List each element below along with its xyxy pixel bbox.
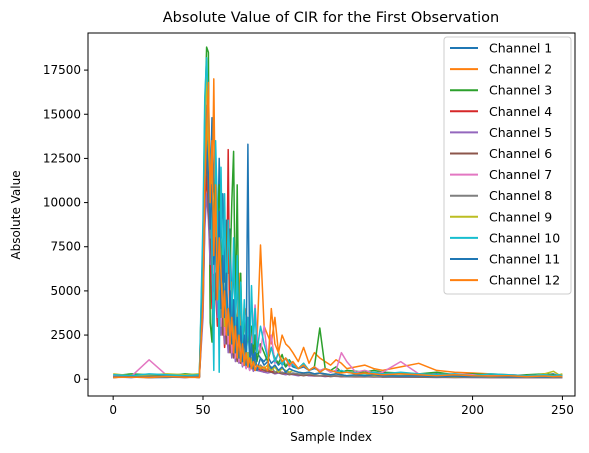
y-tick-label: 12500 (43, 151, 81, 165)
y-tick-label: 15000 (43, 107, 81, 121)
x-tick-label: 200 (461, 403, 484, 417)
legend-label-channel-6: Channel 6 (489, 146, 552, 161)
legend: Channel 1 Channel 2 Channel 3 Channel 4 Chan… (443, 36, 572, 295)
x-tick-label: 0 (109, 403, 117, 417)
y-tick-label: 5000 (50, 284, 81, 298)
x-tick-label: 50 (195, 403, 210, 417)
legend-label-channel-2: Channel 2 (489, 62, 552, 77)
y-tick-label: 0 (73, 372, 81, 386)
y-axis: 0 2500 5000 7500 10000 12500 15000 17500 (43, 63, 88, 386)
x-axis: 0 50 100 150 200 250 (109, 396, 574, 417)
y-tick-label: 10000 (43, 196, 81, 210)
legend-label-channel-5: Channel 5 (489, 125, 552, 140)
legend-label-channel-10: Channel 10 (489, 230, 560, 245)
legend-label-channel-3: Channel 3 (489, 83, 552, 98)
chart-title: Absolute Value of CIR for the First Obse… (163, 10, 499, 26)
series-line-channel-12 (113, 81, 563, 379)
legend-label-channel-7: Channel 7 (489, 167, 552, 182)
x-tick-label: 100 (281, 403, 304, 417)
legend-label-channel-4: Channel 4 (489, 104, 552, 119)
x-tick-label: 250 (551, 403, 574, 417)
legend-box (443, 36, 572, 295)
x-axis-label: Sample Index (290, 430, 372, 444)
legend-label-channel-9: Channel 9 (489, 209, 552, 224)
y-axis-label: Absolute Value (9, 170, 23, 259)
y-tick-label: 2500 (50, 328, 81, 342)
y-tick-label: 7500 (50, 240, 81, 254)
series-line-channel-10 (113, 56, 563, 377)
plot-lines (113, 46, 563, 379)
x-tick-label: 150 (371, 403, 394, 417)
y-tick-label: 17500 (43, 63, 81, 77)
series-line-channel-11 (113, 140, 563, 379)
legend-label-channel-8: Channel 8 (489, 188, 552, 203)
legend-label-channel-11: Channel 11 (489, 252, 560, 267)
plot-frame (87, 32, 576, 397)
legend-label-channel-1: Channel 1 (489, 41, 552, 56)
legend-label-channel-12: Channel 12 (489, 273, 560, 288)
